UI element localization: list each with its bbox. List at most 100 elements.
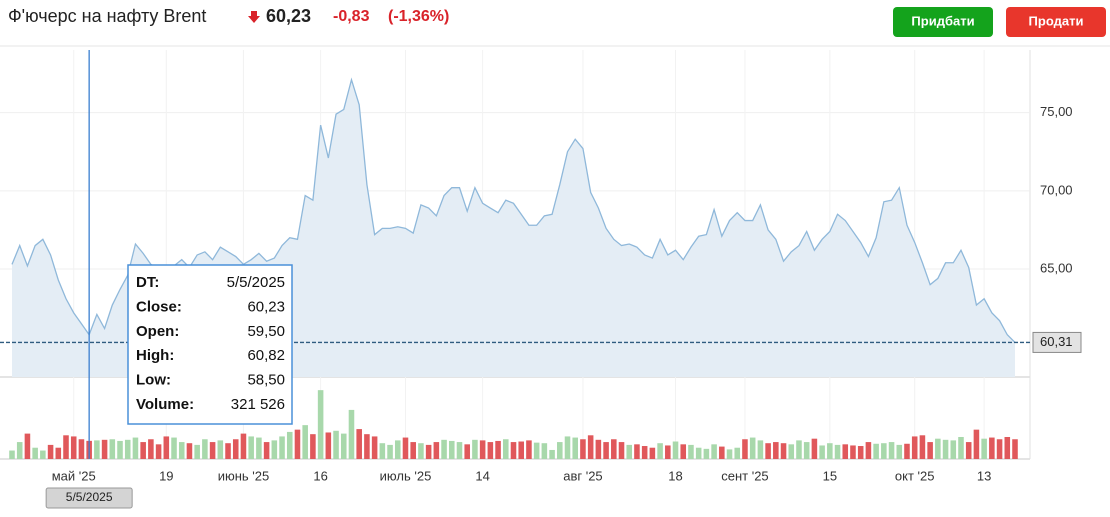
volume-bar (857, 446, 864, 459)
x-tick-label: 16 (313, 468, 327, 483)
volume-bar (495, 440, 501, 459)
tooltip-value: 59,50 (247, 323, 285, 340)
volume-bar (194, 444, 200, 459)
volume-bar (294, 429, 301, 459)
x-tick-label: 13 (977, 468, 991, 483)
volume-bar (310, 434, 316, 459)
volume-bar (634, 444, 640, 459)
volume-bar (70, 436, 77, 459)
tooltip-value: 60,23 (247, 298, 285, 315)
volume-bar (649, 447, 656, 459)
volume-bar (24, 433, 31, 459)
volume-bar (981, 438, 987, 459)
volume-bar (317, 390, 324, 459)
buy-label[interactable]: Придбати (911, 13, 974, 28)
volume-bar (232, 439, 239, 459)
volume-bar (325, 432, 332, 459)
x-tick-label: 15 (823, 468, 837, 483)
volume-bar (765, 443, 771, 459)
volume-bar (333, 430, 339, 459)
price: 60,23 (266, 6, 311, 26)
volume-bar (688, 444, 694, 459)
volume-bar (811, 438, 818, 459)
volume-bar (541, 443, 548, 459)
volume-bar (950, 440, 957, 459)
volume-bar (124, 439, 131, 459)
volume-bar (803, 442, 810, 459)
y-tick-label: 70,00 (1040, 182, 1073, 197)
tooltip-value: 60,82 (247, 347, 285, 364)
volume-bar (240, 433, 247, 459)
volume-bar (749, 437, 756, 459)
volume-bar (657, 443, 663, 459)
x-tick-label: окт '25 (895, 468, 935, 483)
volume-bar (348, 409, 355, 459)
volume-bar (850, 445, 856, 459)
volume-bar (1004, 436, 1011, 459)
volume-bar (487, 442, 494, 459)
volume-bar (788, 444, 795, 459)
tooltip-key: Open: (136, 323, 179, 340)
sell-button[interactable] (1006, 7, 1106, 37)
volume-bar (881, 443, 887, 459)
volume-bar (109, 439, 116, 459)
volume-bar (549, 449, 555, 459)
last-price-box (1032, 331, 1082, 353)
volume-bar (32, 447, 38, 459)
volume-bar (518, 441, 524, 459)
volume-bar (418, 443, 424, 459)
tooltip: DT: 5/5/2025 Close: 60,23 Open: 59,50 High: 60,… (127, 264, 293, 425)
volume-bar (101, 439, 108, 459)
volume-bar (935, 438, 941, 459)
volume-bar (16, 442, 23, 459)
crosshair-date: 5/5/2025 (66, 490, 113, 504)
volume-bar (1012, 439, 1018, 459)
volume-bar (364, 434, 370, 459)
volume-bar (773, 442, 779, 459)
volume-bar (302, 425, 308, 459)
volume-bar (557, 442, 563, 459)
volume-bar (726, 449, 733, 459)
volume-bar (626, 444, 633, 459)
tooltip-key: DT: (136, 274, 159, 291)
volume-bar (827, 443, 833, 459)
sell-label[interactable]: Продати (1029, 13, 1084, 28)
last-price-label: 60,31 (1040, 334, 1073, 349)
volume-bar (873, 443, 879, 459)
volume-bar (117, 440, 123, 459)
volume-bar (464, 444, 470, 459)
x-tick-label: 14 (475, 468, 489, 483)
volume-bar (78, 439, 85, 459)
change: -0,83 (333, 8, 370, 25)
volume-bar (680, 444, 687, 459)
volume-bar (996, 439, 1003, 459)
tooltip-value: 5/5/2025 (227, 274, 285, 291)
volume-bar (425, 444, 432, 459)
volume-bar (564, 436, 571, 459)
volume-bar (155, 444, 162, 459)
volume-bar (286, 431, 293, 459)
volume-bar (256, 437, 262, 459)
volume-bar (479, 440, 486, 459)
change-pct: (-1,36%) (388, 8, 449, 25)
buy-button[interactable] (893, 7, 993, 37)
volume-bar (340, 433, 347, 459)
tooltip-key: Volume: (136, 396, 194, 413)
volume-bar (217, 440, 224, 459)
volume-bar (163, 436, 170, 459)
volume-bar (148, 439, 154, 459)
y-tick-label: 75,00 (1040, 104, 1073, 119)
volume-bar (55, 447, 62, 459)
volume-bar (140, 442, 146, 459)
volume-bar (171, 437, 177, 459)
volume-bar (757, 440, 764, 459)
volume-bar (94, 440, 100, 459)
volume-bar (356, 429, 362, 459)
volume-bar (433, 442, 440, 459)
volume-bar (611, 439, 617, 459)
tooltip-key: Low: (136, 372, 171, 389)
title: Ф'ючерс на нафту Brent (8, 6, 206, 26)
volume-bar (742, 439, 748, 459)
